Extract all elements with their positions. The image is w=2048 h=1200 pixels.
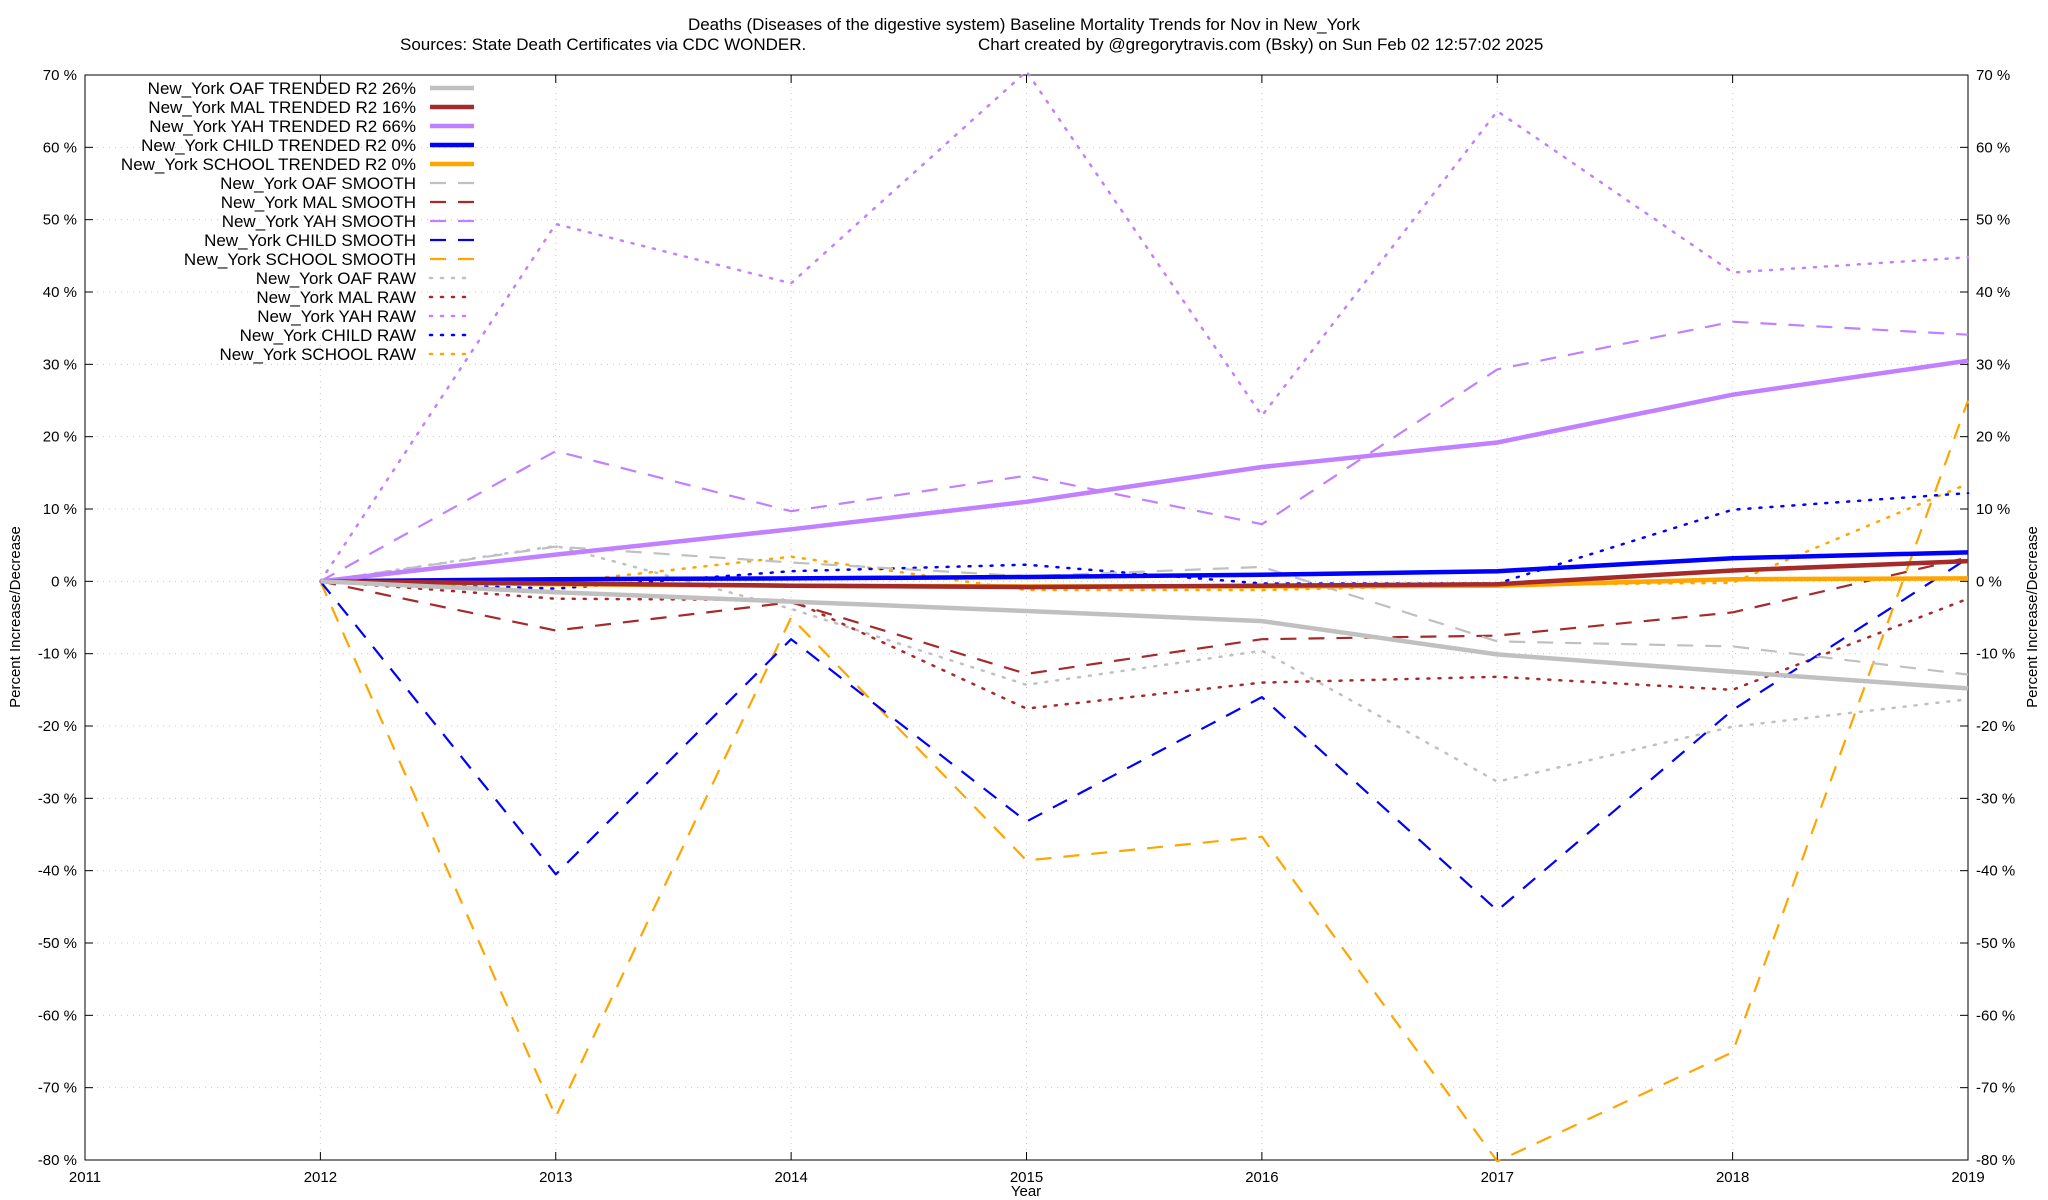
- y-tick-label-left: -30 %: [38, 790, 77, 807]
- chart-title: Deaths (Diseases of the digestive system…: [688, 15, 1361, 34]
- y-tick-label-left: 70 %: [43, 67, 77, 84]
- y-tick-label-left: -60 %: [38, 1007, 77, 1024]
- series-line-new-york-mal-smooth: [320, 556, 1969, 676]
- y-tick-label-right: 10 %: [1976, 501, 2010, 518]
- legend-entry-label: New_York SCHOOL SMOOTH: [184, 250, 416, 269]
- x-axis-label: Year: [1011, 1183, 1041, 1200]
- x-tick-label: 2015: [1010, 1169, 1043, 1186]
- x-tick-label: 2013: [539, 1169, 572, 1186]
- legend-entry-label: New_York MAL RAW: [256, 288, 416, 307]
- chart-subtitle-credit: Chart created by @gregorytravis.com (Bsk…: [978, 35, 1543, 54]
- legend-entry-label: New_York CHILD RAW: [240, 326, 416, 345]
- legend-entry-label: New_York SCHOOL TRENDED R2 0%: [121, 155, 416, 174]
- y-tick-label-left: 40 %: [43, 284, 77, 301]
- y-tick-label-right: -10 %: [1976, 646, 2015, 663]
- y-tick-label-right: -40 %: [1976, 863, 2015, 880]
- x-tick-label: 2016: [1245, 1169, 1278, 1186]
- y-tick-label-right: -50 %: [1976, 935, 2015, 952]
- y-tick-label-left: 30 %: [43, 356, 77, 373]
- legend: New_York OAF TRENDED R2 26%New_York MAL …: [121, 79, 476, 364]
- series-line-new-york-child-smooth: [319, 557, 1969, 912]
- legend-entry-label: New_York CHILD TRENDED R2 0%: [141, 136, 416, 155]
- x-tick-label: 2014: [774, 1169, 807, 1186]
- y-tick-label-left: -10 %: [38, 646, 77, 663]
- y-tick-label-left: 10 %: [43, 501, 77, 518]
- y-tick-label-right: 30 %: [1976, 356, 2010, 373]
- axis-ticks: 70 % 70 % 60 % 60 % 50 % 50 % 40 % 40 % 30 % 30 %…: [38, 67, 2015, 1186]
- y-tick-label-left: 50 %: [43, 212, 77, 229]
- series-lines: [319, 70, 1970, 1163]
- y-tick-label-right: 40 %: [1976, 284, 2010, 301]
- legend-entry-label: New_York YAH SMOOTH: [222, 212, 416, 231]
- legend-entry-label: New_York OAF TRENDED R2 26%: [148, 79, 416, 98]
- x-tick-label: 2011: [69, 1169, 101, 1186]
- y-tick-label-right: -60 %: [1976, 1007, 2015, 1024]
- y-tick-label-left: -70 %: [38, 1080, 77, 1097]
- y-axis-label-right: Percent Increase/Decrease: [2024, 526, 2041, 708]
- y-tick-label-right: 60 %: [1976, 139, 2010, 156]
- series-line-new-york-child-trended: [320, 550, 1969, 584]
- y-tick-label-right: 0 %: [1976, 573, 2002, 590]
- x-tick-label: 2019: [1951, 1169, 1984, 1186]
- legend-entry-label: New_York OAF RAW: [256, 269, 416, 288]
- series-line-new-york-yah-smooth: [319, 320, 1969, 583]
- y-tick-label-right: -20 %: [1976, 718, 2015, 735]
- x-tick-label: 2017: [1481, 1169, 1514, 1186]
- chart-subtitle-source: Sources: State Death Certificates via CD…: [400, 35, 806, 54]
- series-line-new-york-school-smooth: [319, 400, 1970, 1163]
- y-tick-label-left: -40 %: [38, 863, 77, 880]
- y-tick-label-left: 0 %: [51, 573, 77, 590]
- y-tick-label-left: -50 %: [38, 935, 77, 952]
- series-line-new-york-oaf-trended: [320, 579, 1969, 691]
- series-line-new-york-mal-trended: [320, 558, 1969, 590]
- legend-entry-label: New_York SCHOOL RAW: [220, 345, 417, 364]
- legend-entry-label: New_York MAL TRENDED R2 16%: [148, 98, 416, 117]
- grid: [85, 75, 1968, 1160]
- legend-entry-label: New_York YAH RAW: [257, 307, 416, 326]
- legend-entry-label: New_York OAF SMOOTH: [220, 174, 416, 193]
- y-tick-label-right: 50 %: [1976, 212, 2010, 229]
- y-tick-label-left: -20 %: [38, 718, 77, 735]
- x-tick-label: 2012: [304, 1169, 337, 1186]
- series-line-new-york-mal-raw: [319, 580, 1970, 710]
- series-line-new-york-yah-trended: [320, 358, 1969, 584]
- series-line-new-york-yah-raw: [319, 70, 1970, 583]
- y-tick-label-left: 20 %: [43, 429, 77, 446]
- y-tick-label-right: 20 %: [1976, 429, 2010, 446]
- y-tick-label-left: 60 %: [43, 139, 77, 156]
- legend-entry-label: New_York MAL SMOOTH: [221, 193, 416, 212]
- y-tick-label-right: 70 %: [1976, 67, 2010, 84]
- series-line-new-york-oaf-raw: [319, 544, 1970, 783]
- y-tick-label-left: -80 %: [38, 1152, 77, 1169]
- y-tick-label-right: -70 %: [1976, 1080, 2015, 1097]
- y-tick-label-right: -80 %: [1976, 1152, 2015, 1169]
- legend-entry-label: New_York CHILD SMOOTH: [204, 231, 416, 250]
- x-tick-label: 2018: [1716, 1169, 1749, 1186]
- y-tick-label-right: -30 %: [1976, 790, 2015, 807]
- series-line-new-york-oaf-smooth: [320, 545, 1969, 676]
- legend-entry-label: New_York YAH TRENDED R2 66%: [149, 117, 416, 136]
- y-axis-label-left: Percent Increase/Decrease: [7, 526, 24, 708]
